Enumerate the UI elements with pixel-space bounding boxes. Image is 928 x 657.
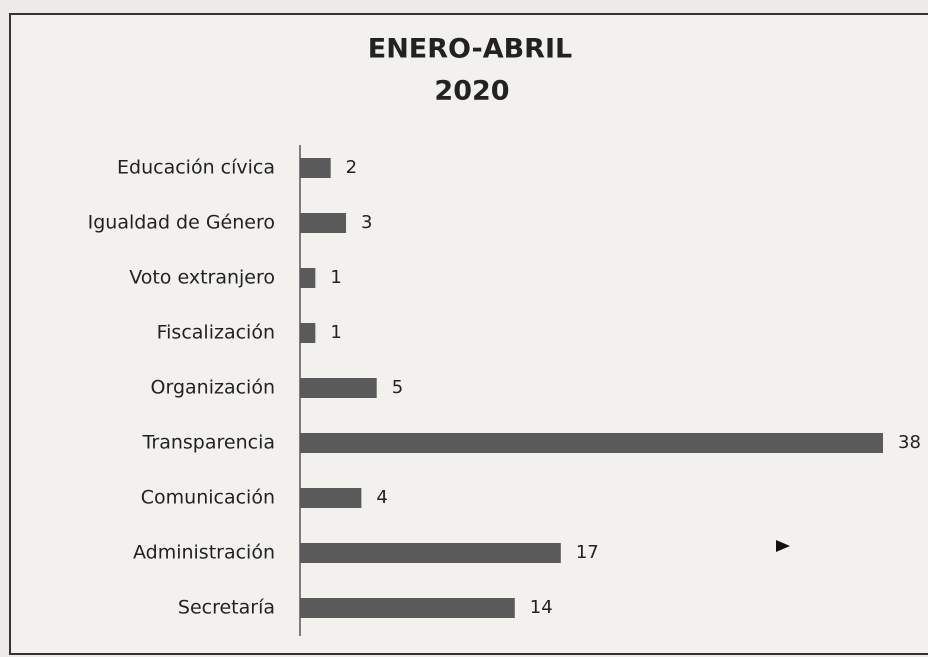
data-label: 17: [576, 542, 599, 563]
y-tick-label: Secretaría: [178, 597, 275, 619]
chart-subtitle: 2020: [434, 76, 509, 107]
bar: [300, 543, 561, 563]
y-tick-label: Organización: [151, 377, 275, 399]
bar: [300, 323, 316, 343]
data-label: 2: [346, 157, 357, 178]
bar: [300, 598, 515, 618]
bar: [300, 213, 347, 233]
bar: [300, 158, 331, 178]
bar: [300, 378, 377, 398]
y-tick-label: Transparencia: [142, 432, 275, 454]
data-label: 1: [330, 322, 341, 343]
cursor-marker: [776, 540, 790, 552]
bar: [300, 488, 362, 508]
data-label: 5: [392, 377, 403, 398]
y-tick-label: Igualdad de Género: [88, 212, 275, 234]
bar: [300, 268, 316, 288]
bar: [300, 433, 883, 453]
y-tick-label: Comunicación: [141, 487, 275, 509]
y-tick-label: Fiscalización: [157, 322, 275, 344]
data-label: 38: [898, 432, 921, 453]
chart-title: ENERO-ABRIL: [368, 34, 572, 65]
y-tick-label: Administración: [133, 542, 275, 564]
data-label: 14: [530, 597, 553, 618]
y-tick-label: Voto extranjero: [129, 267, 275, 289]
data-label: 1: [330, 267, 341, 288]
data-label: 4: [376, 487, 387, 508]
data-label: 3: [361, 212, 372, 233]
y-tick-label: Educación cívica: [117, 157, 275, 179]
